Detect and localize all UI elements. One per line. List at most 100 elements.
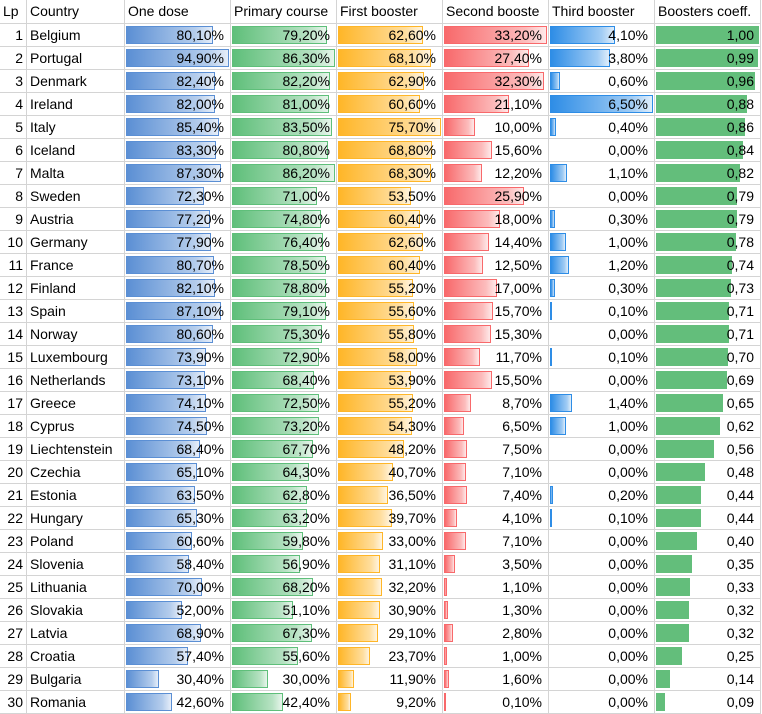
- cell-first-booster[interactable]: 31,10%: [337, 553, 443, 576]
- cell-country[interactable]: Luxembourg: [27, 346, 125, 369]
- cell-second-booste[interactable]: 10,00%: [443, 116, 549, 139]
- cell-primary-course[interactable]: 63,20%: [231, 507, 337, 530]
- cell-first-booster[interactable]: 30,90%: [337, 599, 443, 622]
- cell-third-booster[interactable]: 0,00%: [549, 622, 655, 645]
- cell-lp[interactable]: 14: [0, 323, 27, 346]
- cell-lp[interactable]: 29: [0, 668, 27, 691]
- cell-second-booste[interactable]: 7,50%: [443, 438, 549, 461]
- cell-primary-course[interactable]: 75,30%: [231, 323, 337, 346]
- cell-one-dose[interactable]: 85,40%: [125, 116, 231, 139]
- cell-second-booste[interactable]: 12,50%: [443, 254, 549, 277]
- cell-one-dose[interactable]: 42,60%: [125, 691, 231, 714]
- cell-second-booste[interactable]: 1,10%: [443, 576, 549, 599]
- cell-first-booster[interactable]: 23,70%: [337, 645, 443, 668]
- cell-primary-course[interactable]: 74,80%: [231, 208, 337, 231]
- cell-second-booste[interactable]: 11,70%: [443, 346, 549, 369]
- cell-country[interactable]: France: [27, 254, 125, 277]
- cell-country[interactable]: Cyprus: [27, 415, 125, 438]
- cell-first-booster[interactable]: 33,00%: [337, 530, 443, 553]
- cell-one-dose[interactable]: 94,90%: [125, 47, 231, 70]
- cell-boosters-coeff[interactable]: 0,09: [655, 691, 761, 714]
- cell-third-booster[interactable]: 3,80%: [549, 47, 655, 70]
- cell-third-booster[interactable]: 0,00%: [549, 438, 655, 461]
- cell-one-dose[interactable]: 80,60%: [125, 323, 231, 346]
- cell-primary-course[interactable]: 59,80%: [231, 530, 337, 553]
- cell-second-booste[interactable]: 21,10%: [443, 93, 549, 116]
- cell-primary-course[interactable]: 67,30%: [231, 622, 337, 645]
- cell-lp[interactable]: 23: [0, 530, 27, 553]
- cell-boosters-coeff[interactable]: 0,62: [655, 415, 761, 438]
- cell-country[interactable]: Slovakia: [27, 599, 125, 622]
- cell-boosters-coeff[interactable]: 0,74: [655, 254, 761, 277]
- cell-first-booster[interactable]: 48,20%: [337, 438, 443, 461]
- cell-lp[interactable]: 1: [0, 24, 27, 47]
- cell-second-booste[interactable]: 6,50%: [443, 415, 549, 438]
- cell-country[interactable]: Liechtenstein: [27, 438, 125, 461]
- cell-primary-course[interactable]: 81,00%: [231, 93, 337, 116]
- cell-lp[interactable]: 2: [0, 47, 27, 70]
- cell-lp[interactable]: 15: [0, 346, 27, 369]
- cell-third-booster[interactable]: 1,20%: [549, 254, 655, 277]
- cell-third-booster[interactable]: 0,20%: [549, 484, 655, 507]
- cell-second-booste[interactable]: 4,10%: [443, 507, 549, 530]
- cell-second-booste[interactable]: 18,00%: [443, 208, 549, 231]
- cell-primary-course[interactable]: 76,40%: [231, 231, 337, 254]
- cell-third-booster[interactable]: 0,00%: [549, 645, 655, 668]
- cell-country[interactable]: Belgium: [27, 24, 125, 47]
- cell-first-booster[interactable]: 68,10%: [337, 47, 443, 70]
- cell-one-dose[interactable]: 74,50%: [125, 415, 231, 438]
- cell-boosters-coeff[interactable]: 0,44: [655, 507, 761, 530]
- cell-one-dose[interactable]: 57,40%: [125, 645, 231, 668]
- cell-one-dose[interactable]: 80,10%: [125, 24, 231, 47]
- cell-country[interactable]: Finland: [27, 277, 125, 300]
- cell-first-booster[interactable]: 11,90%: [337, 668, 443, 691]
- cell-one-dose[interactable]: 65,10%: [125, 461, 231, 484]
- cell-third-booster[interactable]: 0,00%: [549, 668, 655, 691]
- cell-lp[interactable]: 17: [0, 392, 27, 415]
- cell-third-booster[interactable]: 0,00%: [549, 369, 655, 392]
- cell-third-booster[interactable]: 0,10%: [549, 507, 655, 530]
- cell-first-booster[interactable]: 53,90%: [337, 369, 443, 392]
- cell-first-booster[interactable]: 54,30%: [337, 415, 443, 438]
- cell-one-dose[interactable]: 63,50%: [125, 484, 231, 507]
- cell-country[interactable]: Denmark: [27, 70, 125, 93]
- cell-lp[interactable]: 5: [0, 116, 27, 139]
- cell-one-dose[interactable]: 73,10%: [125, 369, 231, 392]
- cell-primary-course[interactable]: 72,50%: [231, 392, 337, 415]
- cell-lp[interactable]: 30: [0, 691, 27, 714]
- cell-first-booster[interactable]: 62,60%: [337, 24, 443, 47]
- cell-boosters-coeff[interactable]: 0,65: [655, 392, 761, 415]
- header-third-booster[interactable]: Third booster: [549, 0, 655, 24]
- cell-boosters-coeff[interactable]: 0,88: [655, 93, 761, 116]
- cell-third-booster[interactable]: 0,00%: [549, 461, 655, 484]
- cell-second-booste[interactable]: 27,40%: [443, 47, 549, 70]
- cell-first-booster[interactable]: 55,20%: [337, 277, 443, 300]
- cell-primary-course[interactable]: 79,10%: [231, 300, 337, 323]
- cell-third-booster[interactable]: 1,00%: [549, 415, 655, 438]
- cell-one-dose[interactable]: 80,70%: [125, 254, 231, 277]
- cell-third-booster[interactable]: 0,00%: [549, 323, 655, 346]
- cell-lp[interactable]: 16: [0, 369, 27, 392]
- header-second-booste[interactable]: Second booste: [443, 0, 549, 24]
- cell-first-booster[interactable]: 36,50%: [337, 484, 443, 507]
- cell-one-dose[interactable]: 72,30%: [125, 185, 231, 208]
- cell-third-booster[interactable]: 0,10%: [549, 300, 655, 323]
- cell-country[interactable]: Germany: [27, 231, 125, 254]
- cell-country[interactable]: Latvia: [27, 622, 125, 645]
- cell-country[interactable]: Netherlands: [27, 369, 125, 392]
- cell-boosters-coeff[interactable]: 0,82: [655, 162, 761, 185]
- cell-one-dose[interactable]: 77,90%: [125, 231, 231, 254]
- cell-primary-course[interactable]: 80,80%: [231, 139, 337, 162]
- cell-second-booste[interactable]: 25,90%: [443, 185, 549, 208]
- header-primary-course[interactable]: Primary course: [231, 0, 337, 24]
- cell-boosters-coeff[interactable]: 0,78: [655, 231, 761, 254]
- cell-second-booste[interactable]: 14,40%: [443, 231, 549, 254]
- cell-third-booster[interactable]: 0,00%: [549, 185, 655, 208]
- cell-one-dose[interactable]: 74,10%: [125, 392, 231, 415]
- cell-boosters-coeff[interactable]: 1,00: [655, 24, 761, 47]
- cell-country[interactable]: Croatia: [27, 645, 125, 668]
- cell-second-booste[interactable]: 17,00%: [443, 277, 549, 300]
- cell-primary-course[interactable]: 82,20%: [231, 70, 337, 93]
- cell-second-booste[interactable]: 32,30%: [443, 70, 549, 93]
- cell-boosters-coeff[interactable]: 0,40: [655, 530, 761, 553]
